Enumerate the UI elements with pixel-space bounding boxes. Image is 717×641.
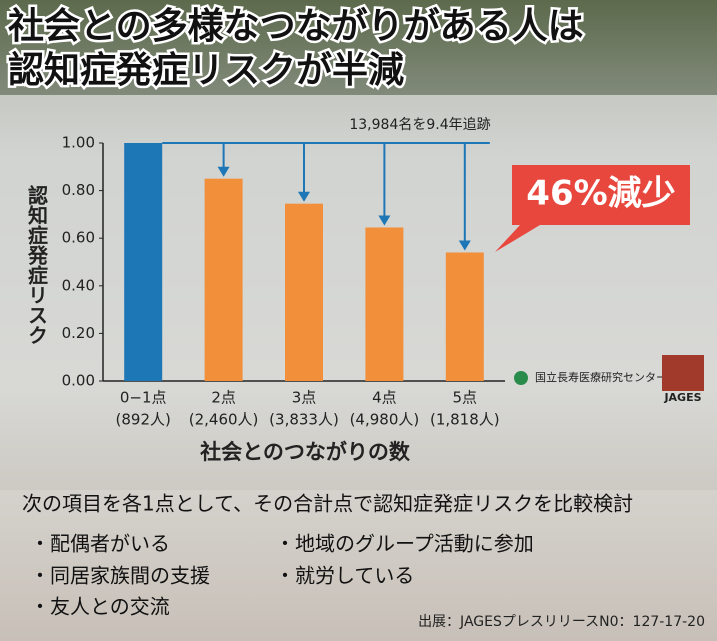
chart-panel <box>0 95 717 490</box>
bar <box>124 143 163 381</box>
callout-text: 46%減少 <box>526 174 675 214</box>
notes-item: ・就労している <box>275 564 414 588</box>
bar <box>445 252 484 381</box>
arrow-head <box>298 191 310 202</box>
notes-item: ・配偶者がいる <box>30 532 170 556</box>
x-tick-label: 3点 <box>292 389 317 407</box>
x-tick-label: 0−1点 <box>120 389 167 407</box>
y-tick-label: 1.00 <box>62 134 95 152</box>
source: 出展：JAGESプレスリリースN0：127-17-20 <box>418 614 705 630</box>
x-tick-label: 5点 <box>453 389 478 407</box>
notes-item: ・友人との交流 <box>30 595 170 619</box>
x-tick-sublabel: (2,460人) <box>189 411 259 429</box>
callout-box <box>495 165 690 252</box>
y-tick-label: 0.60 <box>62 229 95 247</box>
y-tick-label: 0.00 <box>62 372 95 390</box>
notes-item: ・同居家族間の支援 <box>30 564 210 588</box>
title-line: 社会との多様なつながりがある人は <box>8 6 584 47</box>
x-tick-sublabel: (4,980人) <box>350 411 420 429</box>
annotation: 13,984名を9.4年追跡 <box>349 117 490 133</box>
x-axis-label: 社会とのつながりの数 <box>199 440 411 464</box>
bar <box>204 178 243 381</box>
x-tick-sublabel: (3,833人) <box>269 411 339 429</box>
arrow-head <box>458 240 471 251</box>
x-tick-sublabel: (1,818人) <box>430 411 500 429</box>
arrow-head <box>378 215 391 226</box>
notes-item: ・地域のグループ活動に参加 <box>275 532 534 556</box>
logo-text: JAGES <box>663 391 701 404</box>
logo-icon <box>662 355 704 391</box>
y-tick-label: 0.80 <box>62 181 95 199</box>
x-tick-label: 2点 <box>211 389 236 407</box>
y-tick-label: 0.20 <box>62 324 95 342</box>
notes-intro: 次の項目を各1点として、その合計点で認知症発症リスクを比較検討 <box>22 492 633 516</box>
bar <box>365 227 404 381</box>
bar <box>285 203 323 381</box>
y-axis-label: 認知症発症リスク <box>25 184 49 345</box>
x-tick-sublabel: (892人) <box>116 411 171 429</box>
y-tick-label: 0.40 <box>62 276 95 294</box>
title-line: 認知症発症リスクが半減 <box>8 50 404 91</box>
logo-text: 国立長寿医療研究センター <box>535 370 667 384</box>
notes-panel <box>0 490 717 641</box>
x-tick-label: 4点 <box>372 389 397 407</box>
logo-icon <box>514 371 528 385</box>
arrow-head <box>217 166 230 177</box>
